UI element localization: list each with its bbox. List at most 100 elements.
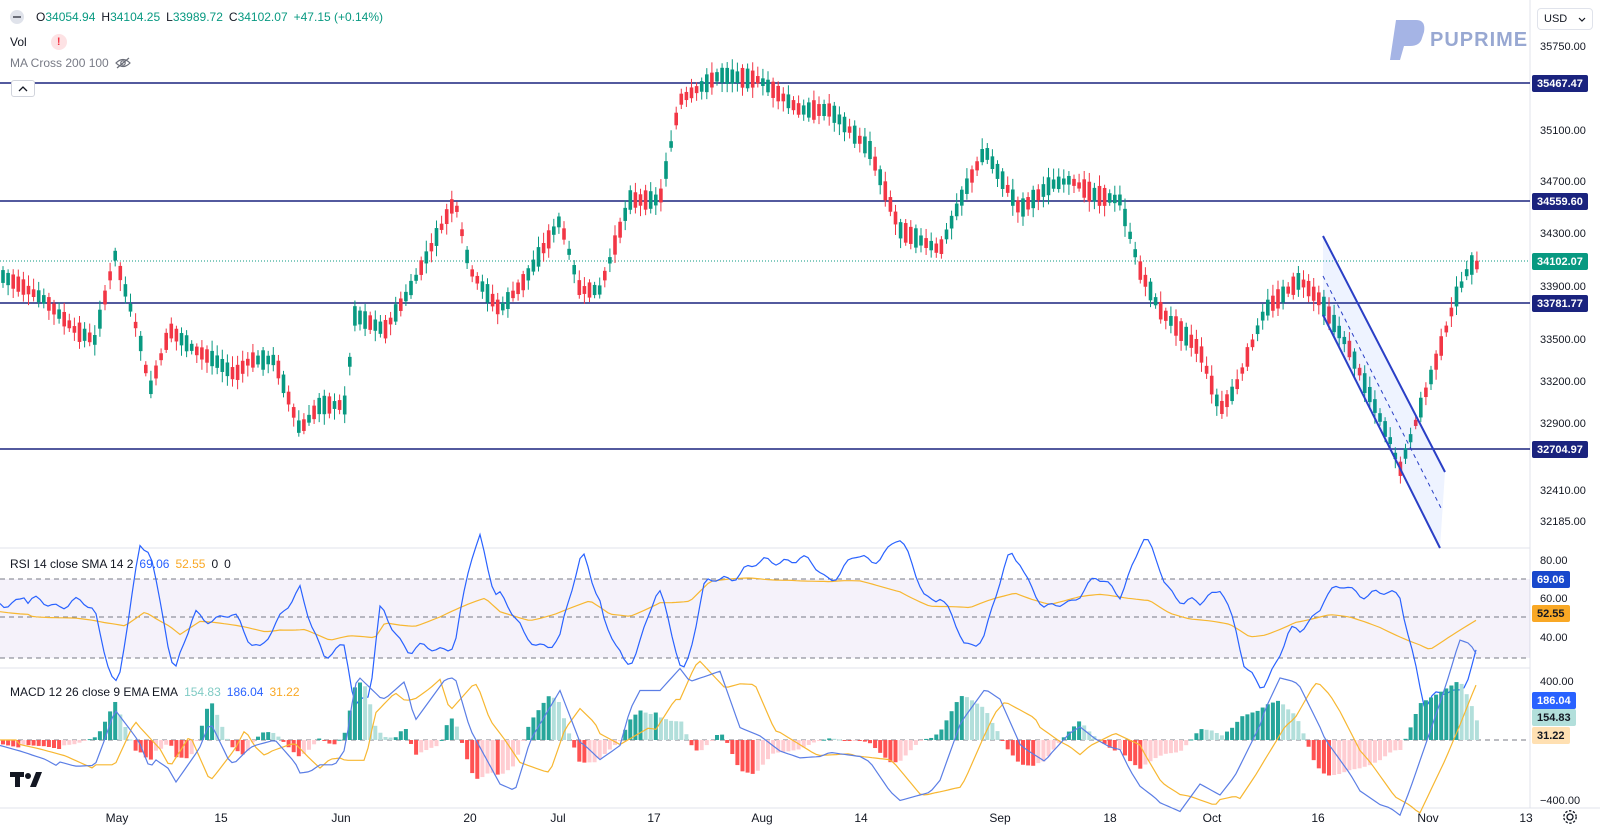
ma-legend[interactable]: MA Cross 200 100 bbox=[10, 56, 131, 70]
tradingview-logo-icon[interactable] bbox=[10, 770, 44, 790]
gear-icon[interactable] bbox=[1562, 809, 1578, 825]
candle-body bbox=[26, 285, 31, 295]
rsi-legend[interactable]: RSI 14 close SMA 14 2 69.06 52.55 0 0 bbox=[10, 557, 231, 571]
candle-body bbox=[1322, 296, 1326, 317]
candle-body bbox=[929, 240, 933, 251]
histogram-bar bbox=[230, 740, 235, 748]
histogram-bar bbox=[1061, 737, 1066, 740]
histogram-bar bbox=[169, 740, 174, 746]
vol-legend[interactable]: Vol ! bbox=[10, 34, 67, 50]
candle-body bbox=[444, 209, 449, 225]
candle-body bbox=[1087, 181, 1092, 202]
histogram-bar bbox=[1378, 740, 1382, 761]
histogram-bar bbox=[740, 740, 745, 772]
macd-value-tag: 186.04 bbox=[1532, 692, 1576, 709]
histogram-bar bbox=[368, 704, 373, 740]
candle-body bbox=[225, 362, 230, 377]
candle-body bbox=[1342, 336, 1347, 345]
candle-body bbox=[919, 235, 923, 246]
histogram-bar bbox=[888, 740, 893, 763]
candle-body bbox=[1031, 189, 1035, 209]
candle-body bbox=[812, 100, 816, 120]
candle-body bbox=[220, 358, 225, 372]
candle-body bbox=[552, 226, 556, 235]
price-tick-label: 33500.00 bbox=[1540, 334, 1586, 346]
histogram-bar bbox=[572, 740, 577, 748]
candle-body bbox=[1291, 276, 1296, 295]
macd-axis-label: −400.00 bbox=[1540, 795, 1580, 807]
histogram-bar bbox=[990, 722, 995, 740]
candle-body bbox=[1306, 280, 1311, 297]
candle-body bbox=[1220, 400, 1224, 414]
histogram-bar bbox=[1418, 703, 1423, 740]
candle-body bbox=[164, 332, 168, 350]
histogram-bar bbox=[1153, 740, 1158, 759]
collapse-icon[interactable] bbox=[10, 10, 24, 24]
candle-body bbox=[1123, 208, 1127, 227]
histogram-bar bbox=[1225, 731, 1229, 740]
histogram-bar bbox=[1388, 740, 1393, 753]
histogram-bar bbox=[628, 719, 633, 740]
candle-body bbox=[485, 284, 490, 303]
histogram-bar bbox=[409, 740, 413, 744]
collapse-legend-button[interactable] bbox=[11, 80, 35, 97]
histogram-bar bbox=[220, 726, 225, 740]
histogram-bar bbox=[1449, 685, 1454, 740]
warning-icon[interactable]: ! bbox=[50, 34, 67, 50]
histogram-bar bbox=[1240, 716, 1245, 740]
candle-body bbox=[684, 91, 689, 101]
macd-legend[interactable]: MACD 12 26 close 9 EMA EMA 154.83 186.04 31… bbox=[10, 685, 300, 699]
price-tag: 34559.60 bbox=[1532, 193, 1588, 210]
candle-body bbox=[159, 353, 163, 361]
eye-off-icon[interactable] bbox=[114, 57, 131, 69]
candle-body bbox=[776, 85, 780, 102]
histogram-bar bbox=[1357, 740, 1362, 769]
currency-selector[interactable]: USD bbox=[1537, 8, 1593, 30]
candle-body bbox=[1143, 274, 1148, 287]
candle-body bbox=[1128, 231, 1132, 239]
candle-body bbox=[1051, 179, 1056, 189]
candle-body bbox=[847, 126, 852, 133]
candle-body bbox=[1102, 187, 1107, 206]
histogram-bar bbox=[546, 696, 551, 740]
candle-body bbox=[995, 163, 1000, 179]
candle-body bbox=[1357, 367, 1362, 376]
macd-value-tag: 154.83 bbox=[1532, 709, 1576, 726]
histogram-bar bbox=[342, 732, 347, 740]
histogram-bar bbox=[393, 737, 398, 740]
rsi-value-tag: 52.55 bbox=[1532, 605, 1570, 622]
candle-body bbox=[388, 317, 393, 325]
candle-body bbox=[1016, 200, 1020, 213]
candle-body bbox=[1118, 194, 1122, 206]
candle-body bbox=[863, 136, 867, 154]
candle-body bbox=[302, 419, 306, 431]
candle-body bbox=[1169, 315, 1173, 326]
histogram-bar bbox=[1311, 740, 1316, 761]
histogram-bar bbox=[582, 740, 587, 763]
histogram-bar bbox=[1403, 738, 1408, 740]
candle-body bbox=[526, 268, 531, 281]
candle-body bbox=[766, 79, 770, 93]
candle-body bbox=[77, 322, 82, 342]
candle-body bbox=[57, 309, 61, 319]
candle-body bbox=[133, 321, 138, 329]
price-tick-label: 32185.00 bbox=[1540, 516, 1586, 528]
histogram-bar bbox=[1321, 740, 1326, 774]
candle-body bbox=[801, 105, 806, 115]
close-value: 34102.07 bbox=[237, 10, 288, 24]
histogram-bar bbox=[210, 703, 215, 740]
candle-body bbox=[281, 374, 286, 394]
candle-body bbox=[1046, 177, 1051, 196]
candle-body bbox=[21, 279, 26, 295]
histogram-bar bbox=[1163, 740, 1168, 754]
candle-body bbox=[256, 355, 260, 365]
candle-body bbox=[1077, 182, 1081, 189]
histogram-bar bbox=[1, 740, 5, 745]
candle-body bbox=[1107, 193, 1112, 203]
histogram-bar bbox=[1296, 721, 1301, 740]
candle-body bbox=[87, 332, 92, 343]
candle-body bbox=[189, 343, 194, 351]
candle-body bbox=[1250, 339, 1255, 348]
candle-body bbox=[195, 346, 199, 356]
